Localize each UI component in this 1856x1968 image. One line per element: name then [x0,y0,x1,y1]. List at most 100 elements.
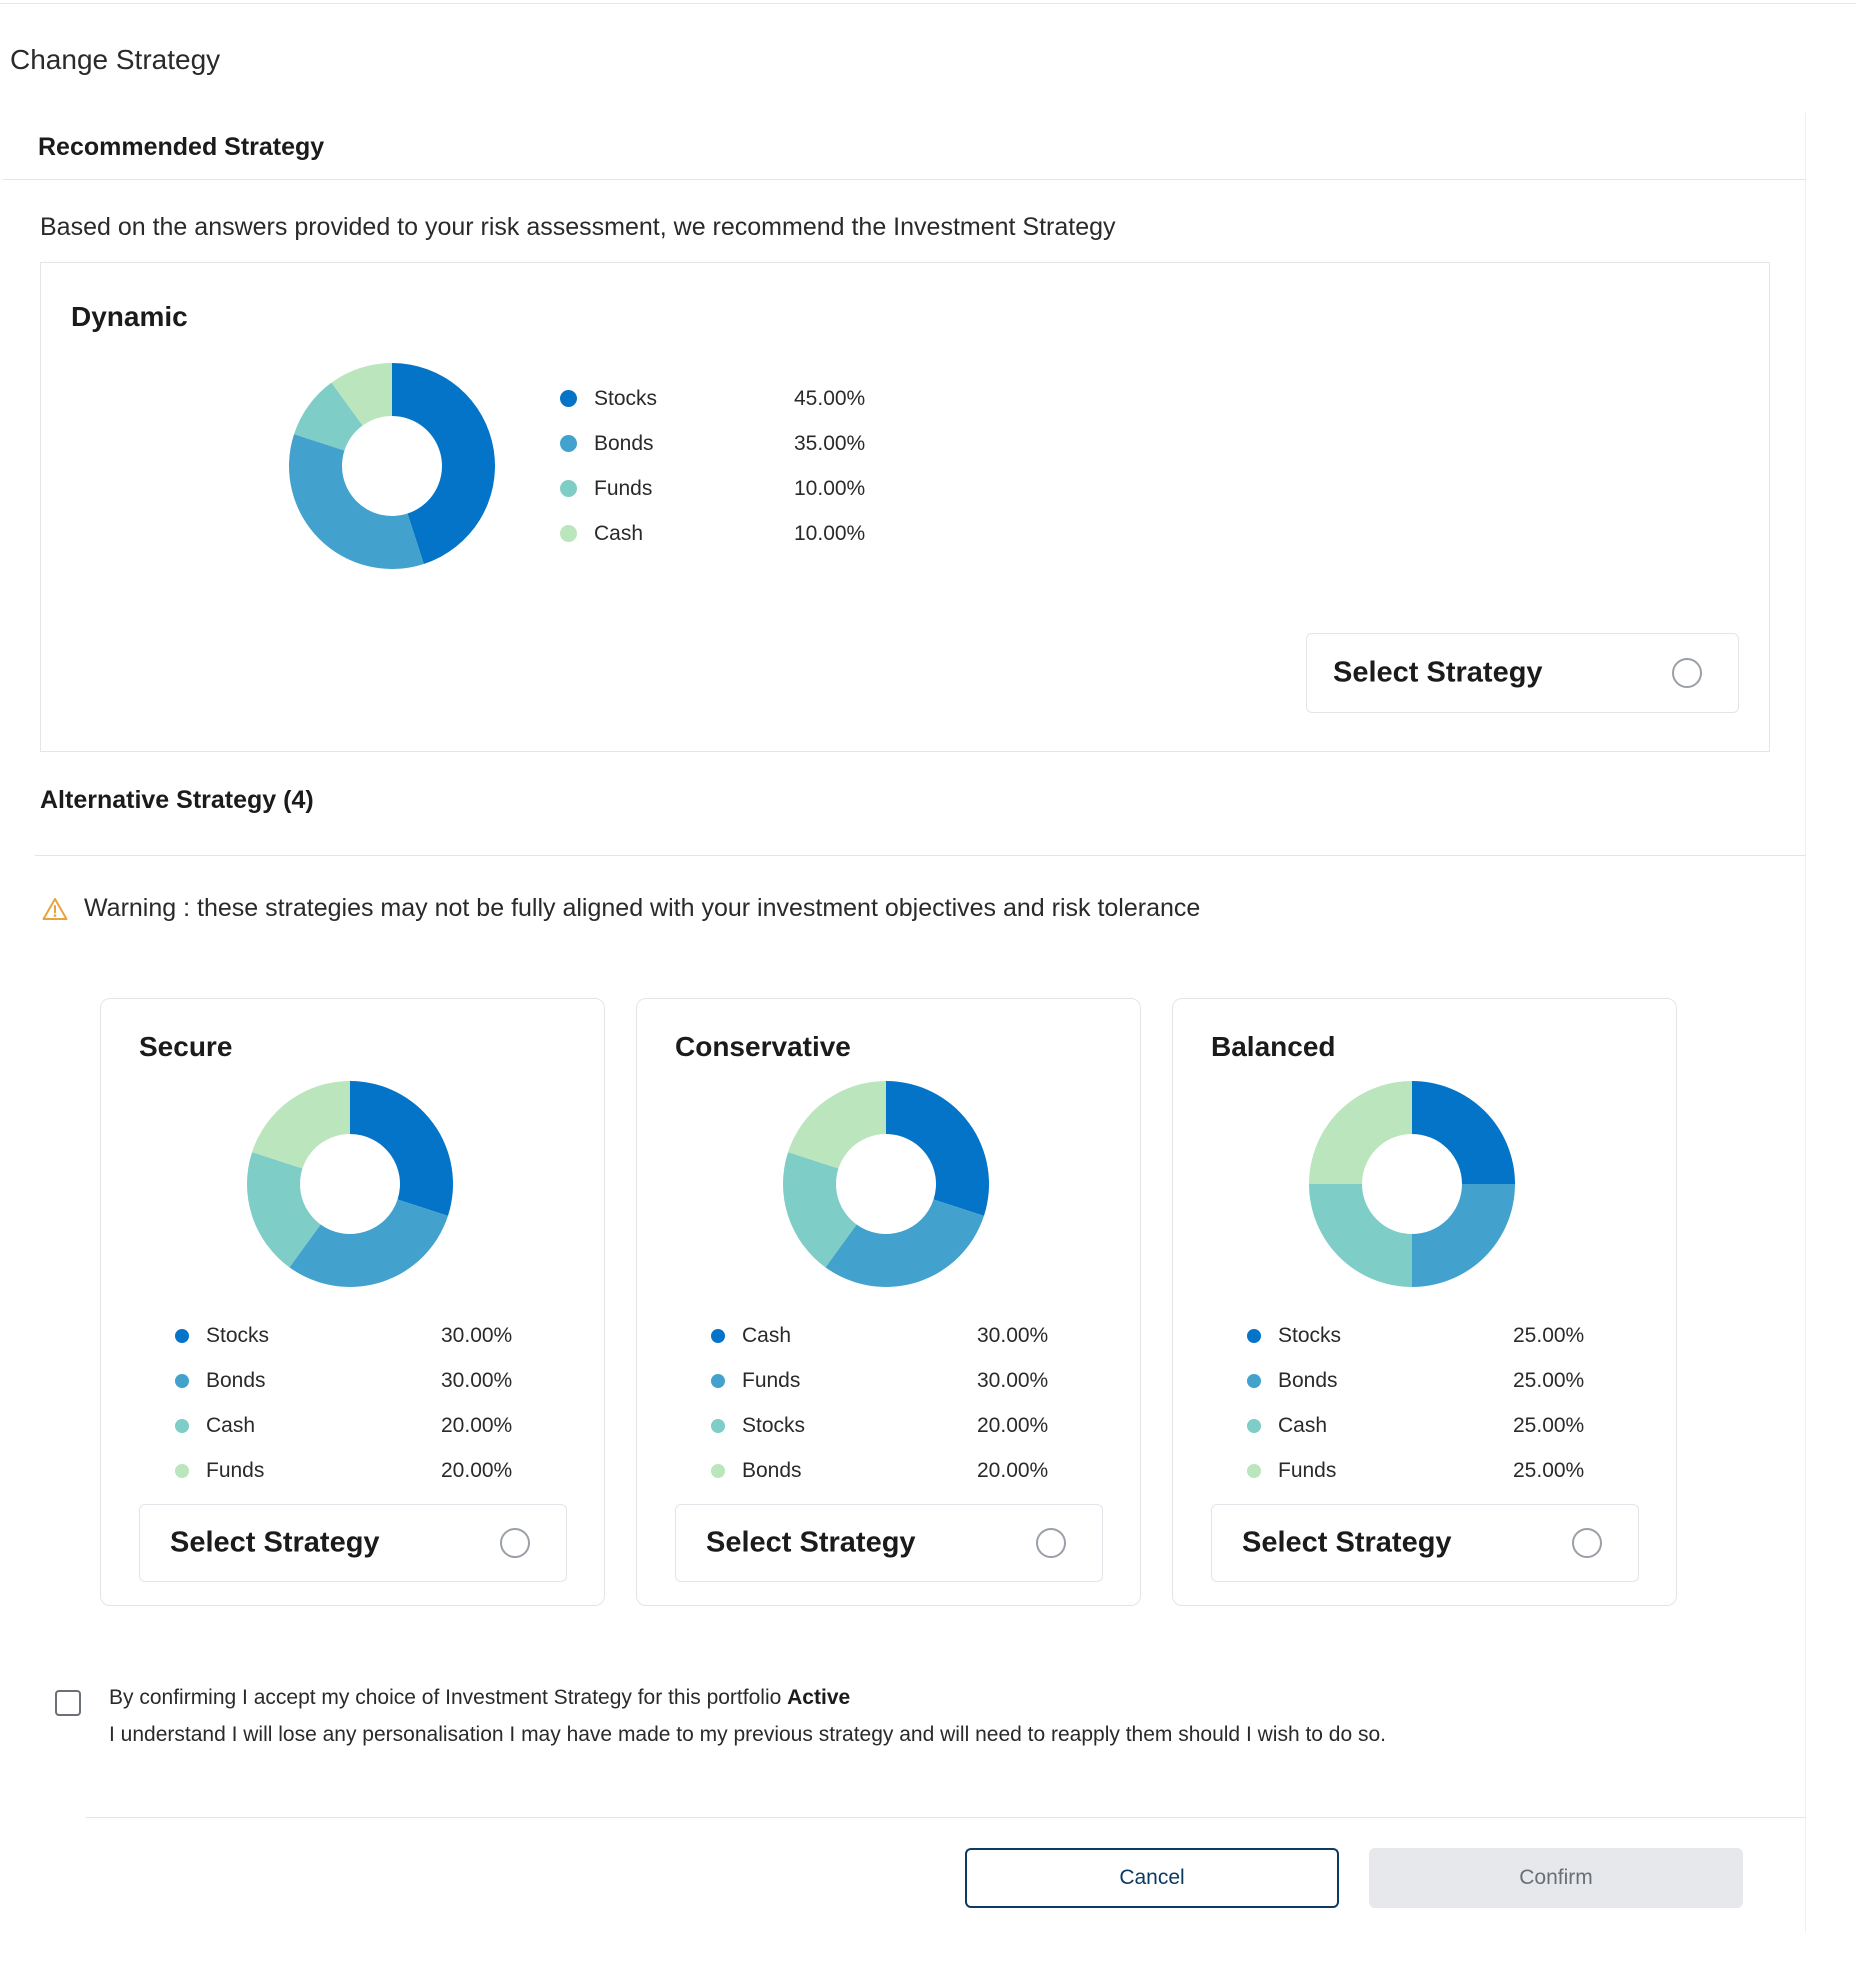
legend-dot-icon [1247,1328,1261,1343]
recommendation-description: Based on the answers provided to your ri… [40,213,1116,241]
allocation-donut-chart [783,1081,989,1287]
legend-item: Bonds 35.00% [560,421,880,466]
legend-value: 20.00% [977,1458,1049,1482]
legend-label: Bonds [206,1368,266,1392]
donut-slice-cash [331,363,392,426]
legend-item: Stocks 30.00% [175,1313,535,1358]
legend-value: 10.00% [794,521,866,545]
legend-dot-icon [1247,1418,1261,1433]
top-divider [0,3,1856,4]
legend-item: Cash 30.00% [711,1313,1071,1358]
legend-value: 20.00% [441,1458,513,1482]
warning-icon [42,897,68,920]
donut-slice-funds [825,1199,984,1287]
legend-item: Bonds 30.00% [175,1358,535,1403]
donut-slice-bonds [289,1199,448,1287]
strategy-card-balanced: Balanced Stocks 25.00% Bonds 25.00% Cash… [1172,998,1677,1606]
legend-value: 30.00% [977,1323,1049,1347]
select-strategy-button[interactable]: Select Strategy [1306,633,1739,713]
portfolio-name: Active [787,1686,851,1709]
select-strategy-label: Select Strategy [706,1526,916,1559]
legend-dot-icon [175,1328,189,1343]
legend-dot-icon [175,1373,189,1388]
legend-label: Cash [594,521,644,545]
legend-dot-icon [1247,1463,1261,1478]
strategy-card-conservative: Conservative Cash 30.00% Funds 30.00% St… [636,998,1141,1606]
footer-divider [86,1817,1806,1818]
radio-button[interactable] [500,1528,530,1558]
legend-value: 10.00% [794,476,866,500]
select-strategy-label: Select Strategy [1333,656,1543,689]
donut-slice-funds [252,1081,350,1169]
legend-label: Stocks [206,1323,270,1347]
select-strategy-button[interactable]: Select Strategy [675,1504,1103,1582]
donut-slice-cash [247,1152,321,1268]
legend-value: 30.00% [441,1323,513,1347]
radio-button[interactable] [1672,658,1702,688]
recommended-header [3,113,1806,180]
legend-item: Bonds 25.00% [1247,1358,1607,1403]
legend-item: Cash 10.00% [560,511,880,556]
donut-slice-funds [294,382,363,451]
legend-dot-icon [175,1463,189,1478]
legend-item: Stocks 20.00% [711,1403,1071,1448]
page-title: Change Strategy [10,44,221,75]
select-strategy-label: Select Strategy [1242,1526,1452,1559]
donut-slice-bonds [289,434,424,569]
donut-slice-stocks [783,1152,857,1268]
strategy-name: Balanced [1211,1031,1336,1062]
legend-dot-icon [175,1418,189,1433]
select-strategy-button[interactable]: Select Strategy [139,1504,567,1582]
alternative-strategy-heading: Alternative Strategy (4) [40,786,314,814]
legend-item: Bonds 20.00% [711,1448,1071,1493]
legend-dot-icon [560,525,577,542]
legend-value: 45.00% [794,386,866,410]
legend-item: Funds 10.00% [560,466,880,511]
legend-label: Cash [742,1323,792,1347]
allocation-donut-chart [247,1081,453,1287]
donut-slice-bonds [788,1081,886,1169]
recommended-strategy-heading: Recommended Strategy [38,133,325,161]
legend-item: Funds 25.00% [1247,1448,1607,1493]
legend-value: 30.00% [977,1368,1049,1392]
select-strategy-button[interactable]: Select Strategy [1211,1504,1639,1582]
legend-dot-icon [711,1418,725,1433]
legend-label: Funds [1278,1458,1337,1482]
confirmation-text: By confirming I accept my choice of Inve… [109,1686,850,1710]
recommended-strategy-card: Dynamic Stocks 45.00% Bonds 35.00% Funds… [40,262,1770,752]
legend-label: Stocks [594,386,658,410]
legend-value: 30.00% [441,1368,513,1392]
legend-label: Funds [594,476,653,500]
donut-slice-stocks [1412,1081,1515,1184]
legend-value: 35.00% [794,431,866,455]
legend-label: Cash [1278,1413,1328,1437]
warning-message: Warning : these strategies may not be fu… [42,894,1200,923]
allocation-legend: Stocks 30.00% Bonds 30.00% Cash 20.00% F… [175,1313,535,1493]
confirm-button[interactable]: Confirm [1369,1848,1743,1908]
legend-item: Stocks 45.00% [560,376,880,421]
allocation-legend: Stocks 25.00% Bonds 25.00% Cash 25.00% F… [1247,1313,1607,1493]
cancel-button[interactable]: Cancel [965,1848,1339,1908]
donut-slice-stocks [350,1081,453,1216]
legend-value: 20.00% [977,1413,1049,1437]
strategy-name: Conservative [675,1031,851,1062]
warning-text: Warning : these strategies may not be fu… [84,894,1201,922]
legend-dot-icon [560,435,577,452]
legend-dot-icon [711,1463,725,1478]
legend-item: Funds 30.00% [711,1358,1071,1403]
legend-dot-icon [560,390,577,407]
legend-dot-icon [560,480,577,497]
donut-slice-funds [1309,1081,1412,1184]
confirm-checkbox[interactable] [55,1690,81,1716]
legend-label: Stocks [742,1413,806,1437]
legend-label: Bonds [742,1458,802,1482]
allocation-donut-chart [289,363,495,569]
radio-button[interactable] [1036,1528,1066,1558]
radio-button[interactable] [1572,1528,1602,1558]
strategy-name: Secure [139,1031,233,1062]
legend-value: 20.00% [441,1413,513,1437]
donut-slice-cash [886,1081,989,1216]
allocation-legend: Stocks 45.00% Bonds 35.00% Funds 10.00% … [560,376,880,556]
select-strategy-label: Select Strategy [170,1526,380,1559]
legend-label: Funds [206,1458,265,1482]
